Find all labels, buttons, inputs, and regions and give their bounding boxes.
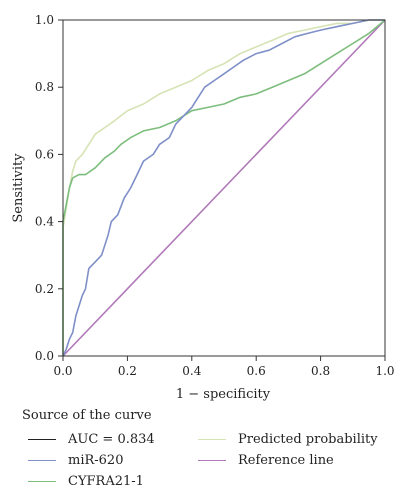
y-tick-label: 0.0 <box>35 349 54 363</box>
y-tick-label: 0.8 <box>35 80 54 94</box>
legend-label: miR-620 <box>68 452 124 468</box>
plot-frame <box>62 19 386 357</box>
legend-item: AUC = 0.834 <box>14 431 184 447</box>
series-line-mir-620 <box>62 19 385 357</box>
series-line-cyfra21-1 <box>62 19 386 356</box>
x-tick-label: 0.6 <box>247 364 266 378</box>
legend-swatch <box>28 438 56 440</box>
legend-item: miR-620 <box>14 452 184 468</box>
legend-label: Predicted probability <box>238 431 378 447</box>
legend-label: AUC = 0.834 <box>68 431 155 447</box>
legend-label: Reference line <box>238 452 334 468</box>
legend-swatch <box>198 438 226 440</box>
legend-item: Reference line <box>184 452 384 468</box>
series-line-reference-line <box>62 19 386 357</box>
legend-item: Predicted probability <box>184 431 384 447</box>
x-axis-title: 1 − specificity <box>176 387 271 402</box>
y-tick-label: 0.6 <box>35 147 54 161</box>
legend-label: CYFRA21-1 <box>68 473 144 489</box>
x-tick-label: 1.0 <box>375 364 394 378</box>
legend-item: CYFRA21-1 <box>14 473 184 489</box>
y-tick-label: 1.0 <box>35 13 54 27</box>
x-tick-label: 0.2 <box>118 364 137 378</box>
legend-swatch <box>198 459 226 461</box>
y-tick-label: 0.4 <box>35 215 54 229</box>
x-tick-label: 0.8 <box>311 364 330 378</box>
legend-title: Source of the curve <box>22 408 152 423</box>
x-tick-label: 0.4 <box>182 364 201 378</box>
legend-swatch <box>28 480 56 482</box>
y-axis-title: Sensitivity <box>11 153 26 223</box>
roc-chart: 0.0 0.2 0.4 0.6 0.8 1.0 0.0 0.2 0.4 0.6 0.8 1.0 1 −… <box>11 13 395 402</box>
x-tick-label: 0.0 <box>53 364 72 378</box>
series-line-predicted-probability <box>62 19 385 356</box>
legend: Source of the curve AUC = 0.834 miR-620 CY… <box>14 408 404 489</box>
legend-grid: AUC = 0.834 miR-620 CYFRA21-1 Predicted pro… <box>14 431 404 489</box>
y-tick-label: 0.2 <box>35 282 54 296</box>
legend-swatch <box>28 459 56 461</box>
